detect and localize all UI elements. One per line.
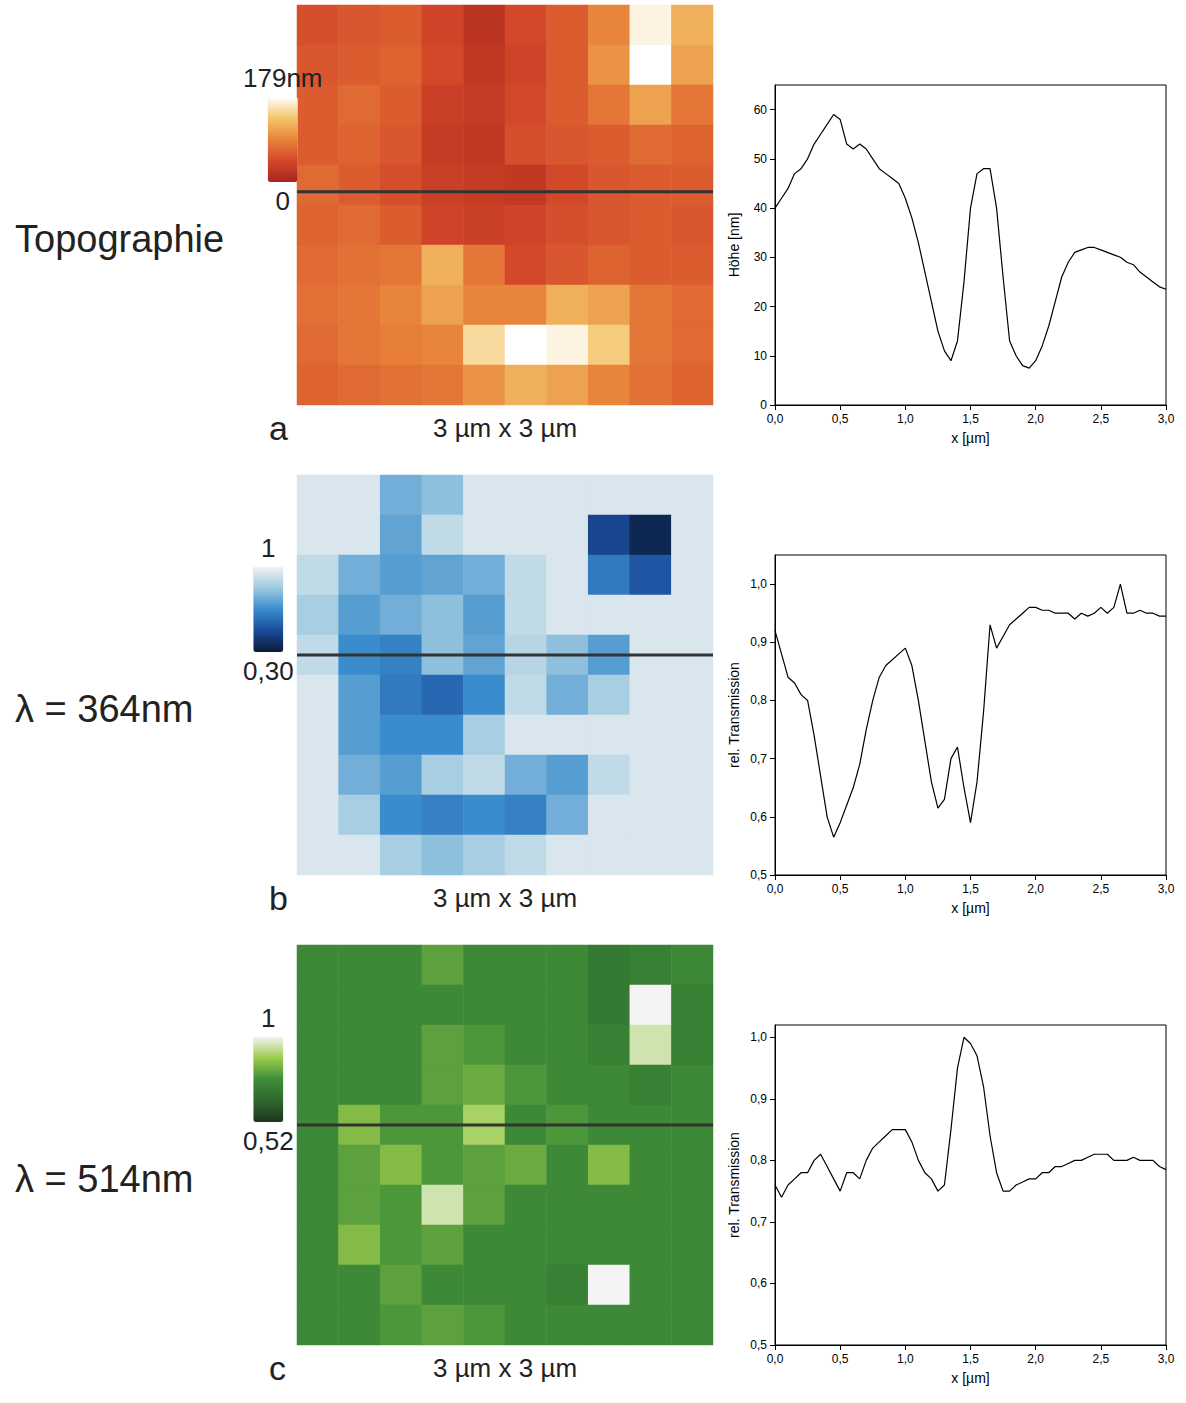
svg-text:0,0: 0,0 — [767, 1352, 784, 1366]
svg-text:3,0: 3,0 — [1158, 412, 1175, 426]
svg-text:0,9: 0,9 — [750, 635, 767, 649]
svg-text:rel. Transmission: rel. Transmission — [726, 662, 742, 768]
svg-text:1,0: 1,0 — [897, 412, 914, 426]
svg-text:10: 10 — [754, 349, 768, 363]
svg-text:λ = 514nm: λ = 514nm — [15, 1158, 194, 1200]
svg-text:1,0: 1,0 — [897, 1352, 914, 1366]
svg-text:0,5: 0,5 — [832, 412, 849, 426]
svg-text:b: b — [269, 879, 288, 917]
svg-text:1,0: 1,0 — [750, 577, 767, 591]
svg-text:3,0: 3,0 — [1158, 882, 1175, 896]
svg-text:0,5: 0,5 — [832, 1352, 849, 1366]
svg-text:0,9: 0,9 — [750, 1092, 767, 1106]
svg-text:0,52: 0,52 — [243, 1126, 294, 1156]
svg-text:1,5: 1,5 — [962, 412, 979, 426]
svg-text:rel. Transmission: rel. Transmission — [726, 1132, 742, 1238]
svg-text:2,0: 2,0 — [1027, 1352, 1044, 1366]
svg-text:x [µm]: x [µm] — [951, 1370, 989, 1386]
svg-text:0,5: 0,5 — [750, 868, 767, 882]
svg-text:2,0: 2,0 — [1027, 412, 1044, 426]
svg-text:Topographie: Topographie — [15, 218, 224, 260]
svg-text:1,5: 1,5 — [962, 1352, 979, 1366]
svg-text:c: c — [269, 1349, 286, 1387]
svg-text:2,5: 2,5 — [1092, 882, 1109, 896]
svg-text:0,30: 0,30 — [243, 656, 294, 686]
svg-text:Höhe [nm]: Höhe [nm] — [726, 213, 742, 278]
svg-text:0,6: 0,6 — [750, 810, 767, 824]
svg-text:0,0: 0,0 — [767, 882, 784, 896]
svg-text:x [µm]: x [µm] — [951, 900, 989, 916]
svg-text:0,5: 0,5 — [750, 1338, 767, 1352]
svg-text:1: 1 — [261, 1003, 275, 1033]
svg-text:0,8: 0,8 — [750, 1153, 767, 1167]
svg-text:1,5: 1,5 — [962, 882, 979, 896]
svg-text:50: 50 — [754, 152, 768, 166]
svg-text:0,0: 0,0 — [767, 412, 784, 426]
svg-text:0,6: 0,6 — [750, 1276, 767, 1290]
svg-text:0: 0 — [760, 398, 767, 412]
svg-text:0,7: 0,7 — [750, 1215, 767, 1229]
svg-text:2,5: 2,5 — [1092, 1352, 1109, 1366]
svg-text:2,0: 2,0 — [1027, 882, 1044, 896]
svg-text:a: a — [269, 409, 288, 447]
svg-text:20: 20 — [754, 300, 768, 314]
svg-text:2,5: 2,5 — [1092, 412, 1109, 426]
svg-text:3 µm x 3 µm: 3 µm x 3 µm — [433, 883, 577, 913]
svg-text:0: 0 — [276, 186, 290, 216]
svg-text:x [µm]: x [µm] — [951, 430, 989, 446]
svg-text:1: 1 — [261, 533, 275, 563]
svg-text:0,7: 0,7 — [750, 752, 767, 766]
svg-text:1,0: 1,0 — [897, 882, 914, 896]
svg-text:3 µm x 3 µm: 3 µm x 3 µm — [433, 1353, 577, 1383]
svg-text:λ = 364nm: λ = 364nm — [15, 688, 194, 730]
svg-text:60: 60 — [754, 103, 768, 117]
svg-text:30: 30 — [754, 250, 768, 264]
svg-text:179nm: 179nm — [243, 63, 323, 93]
svg-text:0,8: 0,8 — [750, 693, 767, 707]
svg-text:3,0: 3,0 — [1158, 1352, 1175, 1366]
svg-text:40: 40 — [754, 201, 768, 215]
svg-text:0,5: 0,5 — [832, 882, 849, 896]
svg-text:3 µm x 3 µm: 3 µm x 3 µm — [433, 413, 577, 443]
svg-text:1,0: 1,0 — [750, 1030, 767, 1044]
